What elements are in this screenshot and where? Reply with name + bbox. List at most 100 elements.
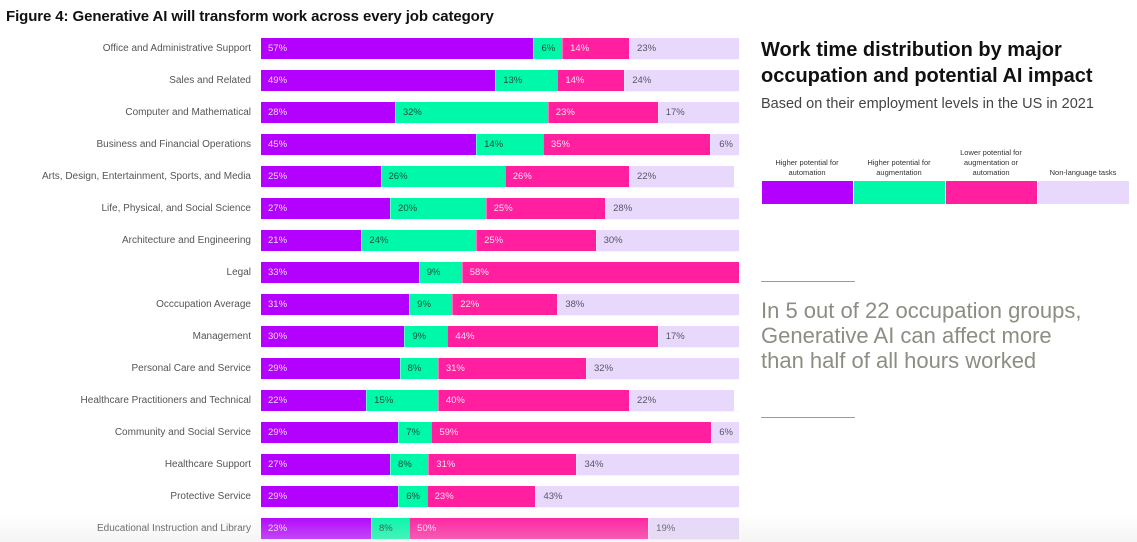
legend-label: Lower potential for augmentation or auto… bbox=[960, 148, 1022, 177]
stacked-bar: 31% 9% 22% 38% bbox=[261, 294, 739, 316]
bar-segment-augmentation: 8% bbox=[390, 454, 429, 475]
stacked-bar: 45% 14% 35% 6% bbox=[261, 134, 739, 156]
category-label: Legal bbox=[226, 267, 251, 278]
chart-subtitle: Based on their employment levels in the … bbox=[761, 96, 1094, 112]
stacked-bar: 30% 9% 44% 17% bbox=[261, 326, 739, 348]
data-label: 43% bbox=[543, 491, 563, 502]
bar-segment-nonlang: 6% bbox=[710, 134, 739, 155]
legend-item-automation: Higher potential for automation bbox=[761, 148, 853, 204]
divider-top bbox=[761, 281, 855, 282]
stacked-bar: 49% 13% 14% 24% bbox=[261, 70, 739, 92]
data-label: 44% bbox=[455, 331, 475, 342]
category-label: Occcupation Average bbox=[156, 299, 251, 310]
data-label: 6% bbox=[719, 139, 733, 150]
chart-title: Work time distribution by major occupati… bbox=[761, 39, 1093, 87]
data-label: 32% bbox=[594, 363, 614, 374]
data-label: 33% bbox=[268, 267, 288, 278]
bar-segment-nonlang: 30% bbox=[595, 230, 739, 251]
bar-row: Office and Administrative Support 57% 6% 14… bbox=[0, 38, 745, 60]
bar-segment-automation: 21% bbox=[261, 230, 362, 251]
legend-item-lower-potential: Lower potential for augmentation or auto… bbox=[945, 148, 1037, 204]
bar-segment-automation: 49% bbox=[261, 70, 496, 91]
bar-row: Legal 33% 9% 58% bbox=[0, 262, 745, 284]
data-label: 17% bbox=[665, 107, 685, 118]
legend-label: Non-language tasks bbox=[1049, 168, 1117, 177]
category-label: Business and Financial Operations bbox=[96, 139, 251, 150]
bar-segment-augmentation: 13% bbox=[495, 70, 558, 91]
data-label: 21% bbox=[268, 235, 288, 246]
bar-segment-augmentation: 24% bbox=[361, 230, 477, 251]
data-label: 34% bbox=[584, 459, 604, 470]
data-label: 23% bbox=[268, 523, 288, 534]
data-label: 50% bbox=[417, 523, 437, 534]
data-label: 20% bbox=[398, 203, 418, 214]
bar-row: Personal Care and Service 29% 8% 31% 32% bbox=[0, 358, 745, 380]
bar-segment-lower: 22% bbox=[452, 294, 558, 315]
legend-item-non-language: Non-language tasks bbox=[1037, 148, 1129, 204]
bar-segment-lower: 14% bbox=[562, 38, 630, 59]
category-label: Protective Service bbox=[170, 491, 251, 502]
data-label: 57% bbox=[268, 43, 288, 54]
data-label: 35% bbox=[551, 139, 571, 150]
bar-segment-augmentation: 14% bbox=[476, 134, 543, 155]
category-label: Architecture and Engineering bbox=[122, 235, 251, 246]
legend-swatch bbox=[761, 181, 853, 204]
bar-segment-lower: 25% bbox=[485, 198, 606, 219]
data-label: 58% bbox=[469, 267, 489, 278]
category-label: Community and Social Service bbox=[114, 427, 251, 438]
legend-swatch bbox=[853, 181, 945, 204]
data-label: 29% bbox=[268, 491, 288, 502]
data-label: 9% bbox=[426, 267, 441, 278]
data-label: 24% bbox=[369, 235, 389, 246]
data-label: 26% bbox=[512, 171, 532, 182]
bar-segment-augmentation: 9% bbox=[418, 262, 462, 283]
data-label: 25% bbox=[268, 171, 288, 182]
bar-segment-lower: 26% bbox=[504, 166, 630, 187]
category-label: Arts, Design, Entertainment, Sports, and… bbox=[42, 171, 251, 182]
bar-row: Management 30% 9% 44% 17% bbox=[0, 326, 745, 348]
data-label: 29% bbox=[268, 363, 288, 374]
data-label: 23% bbox=[434, 491, 454, 502]
data-label: 6% bbox=[541, 43, 556, 54]
data-label: 28% bbox=[268, 107, 288, 118]
data-label: 13% bbox=[503, 75, 523, 86]
stacked-bar: 27% 20% 25% 28% bbox=[261, 198, 739, 220]
bar-segment-lower: 31% bbox=[437, 358, 587, 379]
category-label: Management bbox=[192, 331, 251, 342]
data-label: 59% bbox=[439, 427, 459, 438]
bar-segment-augmentation: 6% bbox=[398, 486, 427, 507]
bar-segment-automation: 31% bbox=[261, 294, 410, 315]
bar-segment-nonlang: 32% bbox=[586, 358, 739, 379]
stacked-bar: 29% 6% 23% 43% bbox=[261, 486, 739, 508]
bar-row: Community and Social Service 29% 7% 59% 6% bbox=[0, 422, 745, 444]
bar-segment-automation: 29% bbox=[261, 422, 399, 443]
figure-title: Figure 4: Generative AI will transform w… bbox=[6, 8, 494, 25]
data-label: 6% bbox=[719, 427, 733, 438]
bar-segment-lower: 35% bbox=[543, 134, 711, 155]
data-label: 19% bbox=[656, 523, 676, 534]
stacked-bar: 28% 32% 23% 17% bbox=[261, 102, 739, 124]
legend-swatch bbox=[945, 181, 1037, 204]
category-label: Personal Care and Service bbox=[131, 363, 251, 374]
data-label: 22% bbox=[268, 395, 288, 406]
legend-label: Higher potential for automation bbox=[775, 158, 839, 177]
data-label: 31% bbox=[436, 459, 456, 470]
bar-segment-augmentation: 8% bbox=[399, 358, 438, 379]
data-label: 27% bbox=[268, 459, 288, 470]
data-label: 28% bbox=[613, 203, 633, 214]
stacked-bar: 25% 26% 26% 22% bbox=[261, 166, 739, 188]
bar-segment-nonlang: 22% bbox=[629, 166, 735, 187]
data-label: 14% bbox=[570, 43, 590, 54]
bar-segment-automation: 57% bbox=[261, 38, 534, 59]
bar-row: Educational Instruction and Library 23% 8%… bbox=[0, 518, 745, 540]
category-label: Life, Physical, and Social Science bbox=[101, 203, 251, 214]
bar-segment-lower: 14% bbox=[557, 70, 625, 91]
bar-segment-automation: 45% bbox=[261, 134, 477, 155]
data-label: 30% bbox=[268, 331, 288, 342]
bar-segment-automation: 23% bbox=[261, 518, 371, 539]
bar-segment-nonlang: 24% bbox=[624, 70, 739, 91]
bar-segment-lower: 23% bbox=[547, 102, 658, 123]
data-label: 23% bbox=[637, 43, 657, 54]
data-label: 29% bbox=[268, 427, 288, 438]
bar-segment-automation: 25% bbox=[261, 166, 381, 187]
